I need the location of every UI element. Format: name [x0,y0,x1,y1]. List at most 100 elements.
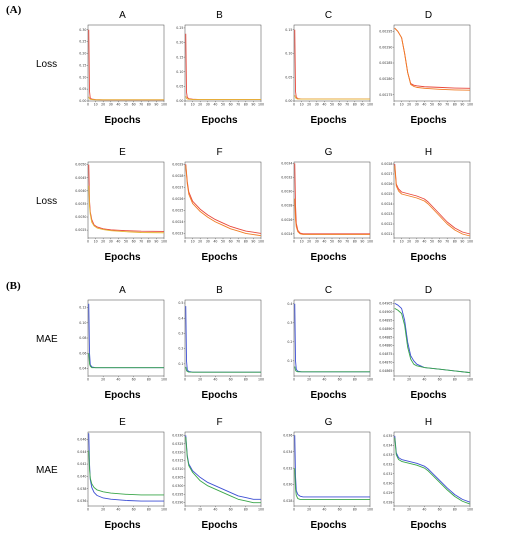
x-axis-label: Epochs [410,115,447,126]
x-tick-label: 90 [360,240,364,244]
chart-panel: 0 10 20 30 40 50 60 70 80 90 100 0.0023 0.0024 0.0025… [172,161,264,244]
x-tick-label: 10 [400,103,404,107]
x-tick-label: 40 [422,240,426,244]
y-tick-label: 0.00290 [379,45,392,49]
x-tick-label: 30 [415,103,419,107]
x-axis-label: Epochs [201,390,238,401]
x-tick-label: 60 [438,508,442,512]
x-tick-label: 50 [430,240,434,244]
y-tick-label: 0.0023 [172,231,183,235]
x-tick-label: 20 [198,508,202,512]
panel-title: H [424,147,433,158]
y-tick-label: 0.10 [285,52,292,56]
y-tick-label: 0.04875 [379,352,392,356]
y-tick-label: 0.0050 [75,163,86,167]
x-tick-label: 80 [453,378,457,382]
y-tick-label: 0.4 [178,316,183,320]
chart-panel: 0 10 20 30 40 50 60 70 80 90 100 0.00275 0.00280 0.00… [379,24,473,107]
x-axis-label: Epochs [104,115,141,126]
y-tick-label: 0.0025 [381,192,392,196]
y-tick-label: 0.0030 [75,215,86,219]
x-tick-label: 60 [229,103,233,107]
y-axis-label: MAE [36,334,58,345]
y-tick-label: 0.0025 [172,208,183,212]
plot-frame [87,299,165,377]
series-line-blue [294,435,370,498]
series-line-orange [185,165,262,237]
x-tick-label: 10 [400,240,404,244]
x-tick-label: 20 [407,378,411,382]
plot-frame [393,161,471,239]
series-line-green [88,353,164,369]
y-tick-label: 0.00275 [379,93,392,97]
x-tick-label: 20 [407,240,411,244]
x-tick-label: 90 [460,103,464,107]
x-tick-label: 40 [422,103,426,107]
y-tick-label: 0.00285 [379,61,392,65]
y-tick-label: 0.0028 [381,162,392,166]
series-line-green [185,437,261,504]
x-tick-label: 30 [315,103,319,107]
y-tick-label: 0.032 [283,466,292,470]
series-line-green [394,308,471,374]
panel-title: D [424,285,433,296]
plot-frame [87,24,165,102]
y-tick-label: 0.028 [283,499,292,503]
x-tick-label: 40 [213,240,217,244]
x-tick-label: 90 [154,103,158,107]
x-tick-label: 60 [132,240,136,244]
x-tick-label: 40 [322,103,326,107]
y-tick-label: 0.0027 [381,172,392,176]
y-tick-label: 0.20 [79,52,86,56]
y-tick-label: 0.0030 [281,190,292,194]
x-tick-label: 0 [393,103,395,107]
panel-title: E [119,417,126,428]
x-tick-label: 0 [184,103,186,107]
chart-panel: 0 20 40 60 80 100 0.1 0.2 0.3 0.4 0.5 [178,299,264,382]
y-tick-label: 0.042 [77,462,86,466]
y-tick-label: 0.30 [79,28,86,32]
y-tick-label: 0.0032 [281,176,292,180]
y-tick-label: 0.0040 [75,189,86,193]
series-line-yellow [294,95,370,100]
x-tick-label: 80 [147,508,151,512]
y-tick-label: 0.05 [176,84,183,88]
x-tick-label: 50 [330,103,334,107]
x-tick-label: 60 [338,508,342,512]
panel-title: A [119,10,126,21]
x-tick-label: 0 [87,240,89,244]
x-tick-label: 100 [161,508,167,512]
x-axis-label: Epochs [410,390,447,401]
x-tick-label: 70 [345,240,349,244]
y-tick-label: 0.0023 [381,212,392,216]
x-tick-label: 100 [258,103,264,107]
x-tick-label: 60 [229,378,233,382]
panel-title: C [324,285,333,296]
x-tick-label: 50 [430,103,434,107]
x-tick-label: 100 [467,378,473,382]
plot-frame [87,161,165,239]
x-tick-label: 100 [367,508,373,512]
x-tick-label: 20 [101,240,105,244]
x-tick-label: 40 [322,240,326,244]
plot-frame [184,299,262,377]
y-tick-label: 0.20 [176,41,183,45]
x-tick-label: 80 [147,240,151,244]
x-tick-label: 70 [445,240,449,244]
x-axis-label: Epochs [310,252,347,263]
x-tick-label: 20 [307,508,311,512]
x-tick-label: 60 [438,240,442,244]
x-tick-label: 0 [393,508,395,512]
x-tick-label: 0 [293,240,295,244]
series-line-orange [394,27,471,91]
x-tick-label: 20 [198,378,202,382]
chart-panel: 0 10 20 30 40 50 60 70 80 90 100 0.0021 0.0022 0.0023… [381,161,473,244]
series-line-orange [294,198,370,235]
x-tick-label: 20 [407,103,411,107]
x-tick-label: 100 [467,240,473,244]
x-tick-label: 50 [124,103,128,107]
series-line-yellow [185,96,261,100]
series-line-yellow [88,185,165,234]
y-tick-label: 0.034 [383,443,392,447]
panel-title: D [424,10,433,21]
